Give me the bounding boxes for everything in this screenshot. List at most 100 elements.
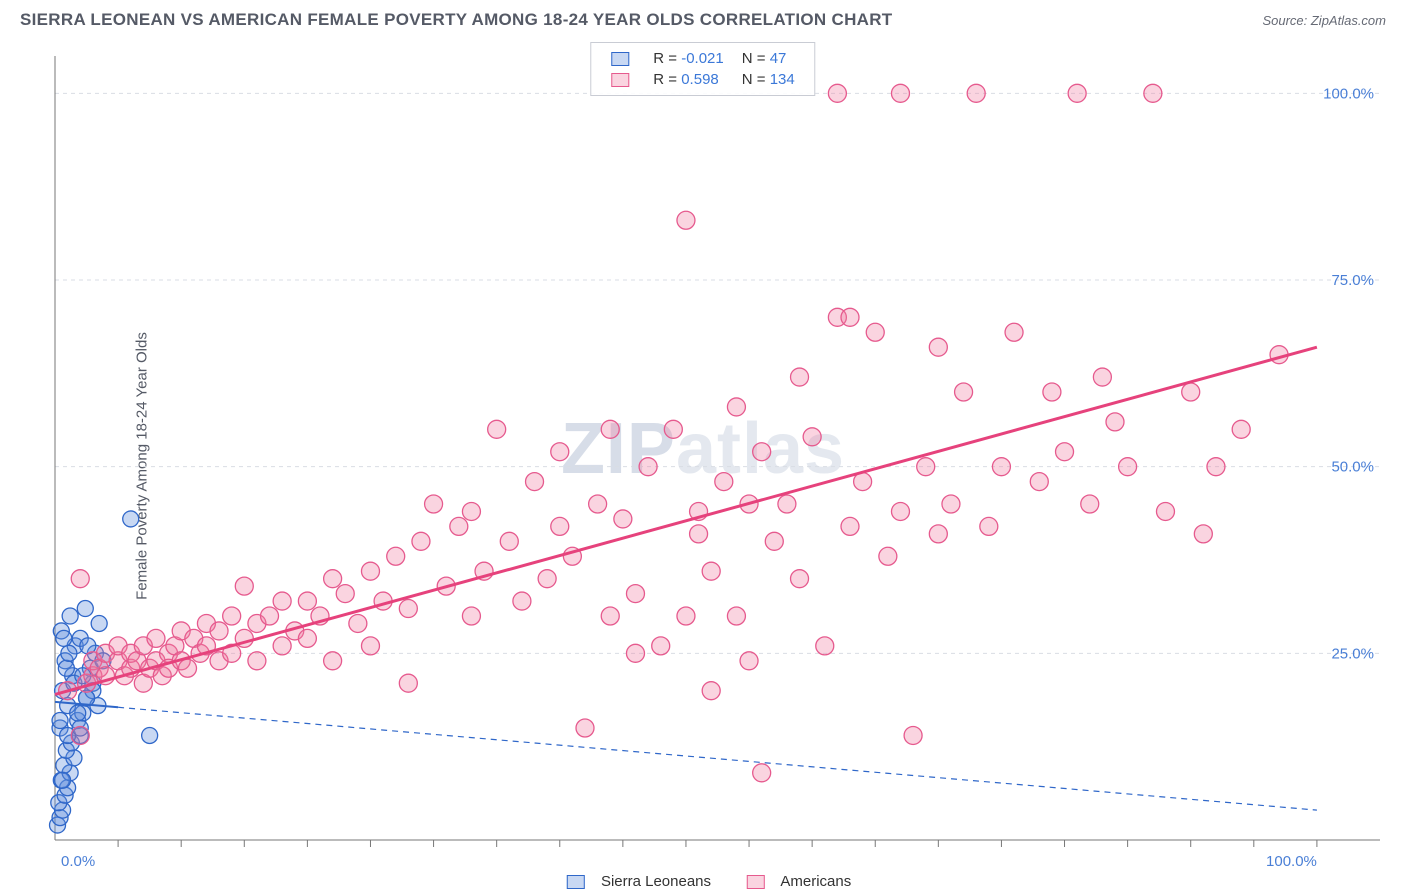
data-point: [740, 652, 758, 670]
data-point: [387, 547, 405, 565]
data-point: [866, 323, 884, 341]
data-point: [639, 458, 657, 476]
correlation-legend: R = -0.021N = 47R = 0.598N = 134: [590, 42, 815, 96]
data-point: [828, 84, 846, 102]
data-point: [261, 607, 279, 625]
data-point: [992, 458, 1010, 476]
data-point: [727, 398, 745, 416]
svg-text:75.0%: 75.0%: [1331, 272, 1374, 289]
data-point: [324, 652, 342, 670]
data-point: [778, 495, 796, 513]
data-point: [727, 607, 745, 625]
svg-text:25.0%: 25.0%: [1331, 645, 1374, 662]
data-point: [791, 570, 809, 588]
data-point: [70, 705, 86, 721]
svg-text:50.0%: 50.0%: [1331, 459, 1374, 476]
data-point: [626, 644, 644, 662]
data-point: [273, 637, 291, 655]
data-point: [179, 659, 197, 677]
data-point: [753, 443, 771, 461]
data-point: [71, 726, 89, 744]
data-point: [664, 420, 682, 438]
data-point: [361, 562, 379, 580]
data-point: [56, 630, 72, 646]
data-point: [223, 607, 241, 625]
data-point: [412, 532, 430, 550]
svg-text:0.0%: 0.0%: [61, 853, 95, 870]
data-point: [324, 570, 342, 588]
data-point: [929, 525, 947, 543]
data-point: [955, 383, 973, 401]
data-point: [1194, 525, 1212, 543]
data-point: [71, 570, 89, 588]
data-point: [399, 674, 417, 692]
data-point: [576, 719, 594, 737]
data-point: [891, 84, 909, 102]
data-point: [1144, 84, 1162, 102]
data-point: [1081, 495, 1099, 513]
data-point: [1207, 458, 1225, 476]
data-point: [399, 600, 417, 618]
data-point: [841, 308, 859, 326]
data-point: [1043, 383, 1061, 401]
data-point: [55, 772, 71, 788]
data-point: [601, 607, 619, 625]
data-point: [361, 637, 379, 655]
chart-title: SIERRA LEONEAN VS AMERICAN FEMALE POVERT…: [20, 10, 893, 30]
data-point: [816, 637, 834, 655]
scatter-plot: 25.0%50.0%75.0%100.0%0.0%100.0%: [0, 40, 1406, 892]
data-point: [803, 428, 821, 446]
data-point: [349, 614, 367, 632]
data-point: [601, 420, 619, 438]
data-point: [1093, 368, 1111, 386]
data-point: [210, 622, 228, 640]
data-point: [791, 368, 809, 386]
data-point: [942, 495, 960, 513]
data-point: [1056, 443, 1074, 461]
data-point: [614, 510, 632, 528]
data-point: [1156, 502, 1174, 520]
data-point: [715, 473, 733, 491]
data-point: [702, 682, 720, 700]
data-point: [1232, 420, 1250, 438]
source-label: Source: ZipAtlas.com: [1262, 13, 1386, 28]
data-point: [891, 502, 909, 520]
data-point: [123, 511, 139, 527]
data-point: [1030, 473, 1048, 491]
data-point: [462, 607, 480, 625]
data-point: [61, 645, 77, 661]
data-point: [488, 420, 506, 438]
data-point: [450, 517, 468, 535]
data-point: [551, 517, 569, 535]
data-point: [904, 726, 922, 744]
data-point: [526, 473, 544, 491]
data-point: [1182, 383, 1200, 401]
data-point: [52, 713, 68, 729]
data-point: [462, 502, 480, 520]
series-legend: Sierra Leoneans Americans: [543, 873, 863, 890]
data-point: [677, 607, 695, 625]
data-point: [626, 585, 644, 603]
data-point: [500, 532, 518, 550]
data-point: [917, 458, 935, 476]
data-point: [62, 608, 78, 624]
data-point: [273, 592, 291, 610]
data-point: [1106, 413, 1124, 431]
data-point: [841, 517, 859, 535]
data-point: [677, 211, 695, 229]
data-point: [765, 532, 783, 550]
data-point: [652, 637, 670, 655]
data-point: [1068, 84, 1086, 102]
data-point: [551, 443, 569, 461]
svg-text:100.0%: 100.0%: [1323, 85, 1374, 102]
data-point: [1119, 458, 1137, 476]
data-point: [147, 629, 165, 647]
data-point: [298, 629, 316, 647]
data-point: [1005, 323, 1023, 341]
data-point: [91, 615, 107, 631]
data-point: [753, 764, 771, 782]
data-point: [929, 338, 947, 356]
data-point: [589, 495, 607, 513]
data-point: [235, 577, 253, 595]
data-point: [425, 495, 443, 513]
